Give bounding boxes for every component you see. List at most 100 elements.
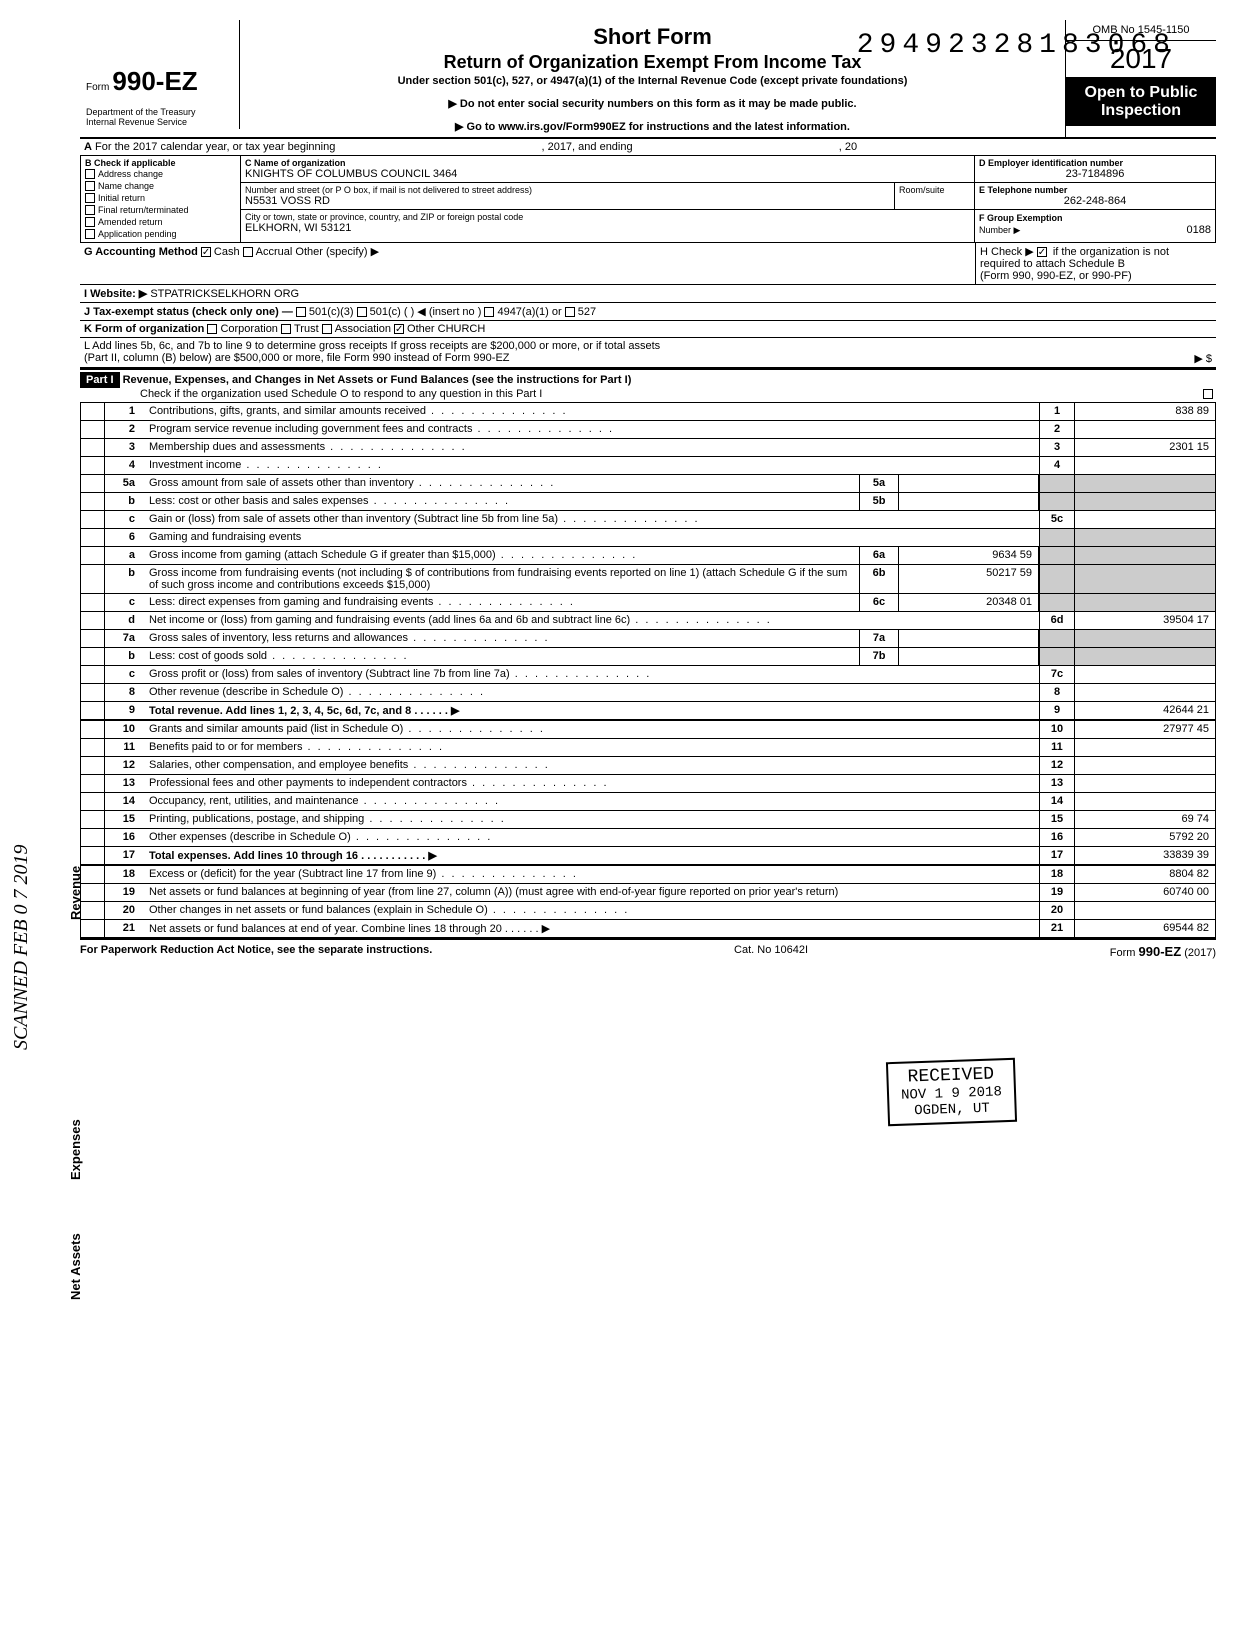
cb-no-schedule-b[interactable] [1037,247,1047,257]
ln-20-val [1075,902,1215,919]
ln-7a-num: 7a [105,630,145,647]
cb-amended-return[interactable] [85,217,95,227]
ln-3-rn: 3 [1039,439,1075,456]
form-number: 990-EZ [112,66,197,96]
f-label: F Group Exemption [979,213,1063,223]
l-text2: (Part II, column (B) below) are $500,000… [84,352,510,364]
form-prefix: Form [86,82,109,93]
ln-20-rn: 20 [1039,902,1075,919]
ln-6b-sv: 50217 59 [899,565,1039,593]
lbl-name-change: Name change [98,181,154,191]
dept-line1: Department of the Treasury [86,107,246,117]
cb-final-return[interactable] [85,205,95,215]
ln-8-rn: 8 [1039,684,1075,701]
ln-4-rn: 4 [1039,457,1075,474]
cb-501c3[interactable] [296,307,306,317]
g-label: G Accounting Method [84,246,198,258]
stamp-l3: OGDEN, UT [902,1100,1003,1120]
ln-6d-val: 39504 17 [1075,612,1215,629]
ln-7c-label: Gross profit or (loss) from sales of inv… [145,666,1039,683]
ln-13-num: 13 [105,775,145,792]
footer-left: For Paperwork Reduction Act Notice, see … [80,944,432,959]
part1-check-text: Check if the organization used Schedule … [140,388,542,400]
ln-19-val: 60740 00 [1075,884,1215,901]
e-phone: 262-248-864 [979,195,1211,207]
ln-5c-label: Gain or (loss) from sale of assets other… [145,511,1039,528]
ln-7b-num: b [105,648,145,665]
instr-goto: ▶ Go to www.irs.gov/Form990EZ for instru… [248,120,1057,133]
lbl-501c3: 501(c)(3) [309,306,354,318]
ln-7c-num: c [105,666,145,683]
open-public-2: Inspection [1070,102,1212,120]
ln-14-num: 14 [105,793,145,810]
ln-3-num: 3 [105,439,145,456]
cb-accrual[interactable] [243,247,253,257]
ln-5c-val [1075,511,1215,528]
ln-17-rn: 17 [1039,847,1075,864]
ln-8-label: Other revenue (describe in Schedule O) [145,684,1039,701]
ln-5a-num: 5a [105,475,145,492]
lbl-4947: 4947(a)(1) or [497,306,561,318]
cb-corp[interactable] [207,324,217,334]
cb-schedule-o[interactable] [1203,389,1213,399]
ln-6b-shade2 [1075,565,1215,593]
lbl-application-pending: Application pending [98,229,177,239]
ln-16-num: 16 [105,829,145,846]
cb-cash[interactable] [201,247,211,257]
ln-15-val: 69 74 [1075,811,1215,828]
street-label: Number and street (or P O box, if mail i… [245,185,890,195]
ln-5a-sb: 5a [859,475,899,492]
cb-assoc[interactable] [322,324,332,334]
i-label: I Website: ▶ [84,288,147,300]
ln-6-shade [1039,529,1075,546]
cb-trust[interactable] [281,324,291,334]
ln-5b-sb: 5b [859,493,899,510]
cb-address-change[interactable] [85,169,95,179]
ln-6-label: Gaming and fundraising events [145,529,1039,546]
section-b-title: B Check if applicable [85,158,236,168]
cb-501c[interactable] [357,307,367,317]
d-label: D Employer identification number [979,158,1211,168]
ln-6b-sb: 6b [859,565,899,593]
ln-6b-shade [1039,565,1075,593]
lbl-527: 527 [578,306,596,318]
dept-line2: Internal Revenue Service [86,117,246,127]
h-text1: H Check ▶ [980,246,1034,258]
ln-16-rn: 16 [1039,829,1075,846]
other-org-value: CHURCH [438,323,486,335]
ln-20-num: 20 [105,902,145,919]
ln-8-num: 8 [105,684,145,701]
ln-6a-num: a [105,547,145,564]
street-value: N5531 VOSS RD [245,195,890,207]
ln-5b-label: Less: cost or other basis and sales expe… [145,493,859,510]
ln-17-num: 17 [105,847,145,864]
cb-initial-return[interactable] [85,193,95,203]
cb-application-pending[interactable] [85,229,95,239]
lbl-address-change: Address change [98,169,163,179]
h-text2: if the organization is not [1053,246,1169,258]
ln-6c-shade2 [1075,594,1215,611]
ln-6b-label: Gross income from fundraising events (no… [145,565,859,593]
ln-6c-num: c [105,594,145,611]
open-public-1: Open to Public [1070,84,1212,102]
ln-12-num: 12 [105,757,145,774]
ln-4-num: 4 [105,457,145,474]
lbl-corp: Corporation [220,323,277,335]
k-label: K Form of organization [84,323,204,335]
cb-4947[interactable] [484,307,494,317]
cb-name-change[interactable] [85,181,95,191]
ln-2-label: Program service revenue including govern… [145,421,1039,438]
sidebar-revenue: Revenue [68,866,83,920]
ln-5a-label: Gross amount from sale of assets other t… [145,475,859,492]
ln-18-num: 18 [105,866,145,883]
ln-6b-num: b [105,565,145,593]
ln-7c-rn: 7c [1039,666,1075,683]
ln-9-num: 9 [105,702,145,719]
ln-6c-sv: 20348 01 [899,594,1039,611]
lbl-trust: Trust [294,323,319,335]
cb-other-org[interactable] [394,324,404,334]
ln-5a-sv [899,475,1039,492]
ln-14-val [1075,793,1215,810]
ln-1-rn: 1 [1039,403,1075,420]
cb-527[interactable] [565,307,575,317]
